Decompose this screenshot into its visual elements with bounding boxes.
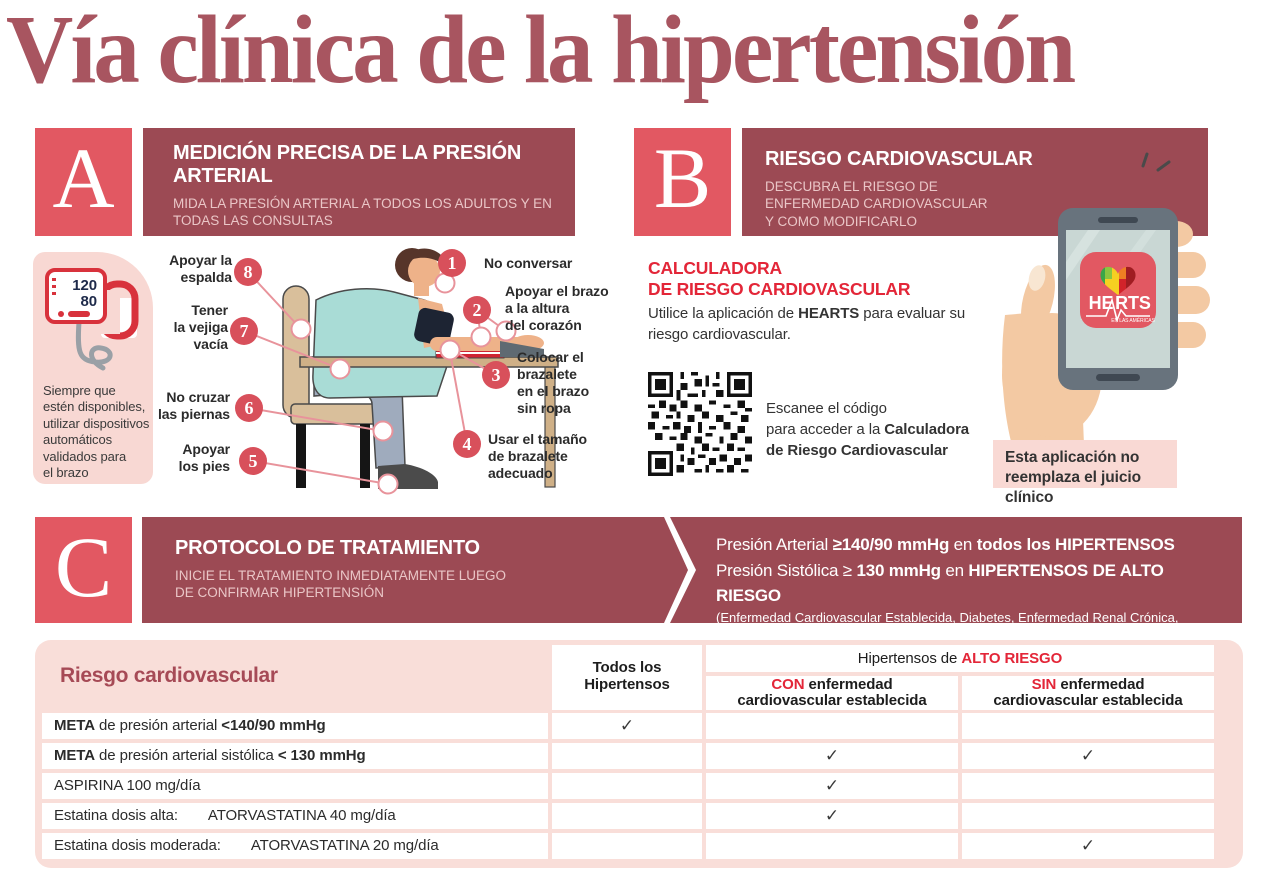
- check-cell: ✓: [706, 773, 958, 799]
- section-b-header: RIESGO CARDIOVASCULAR DESCUBRA EL RIESGO…: [742, 128, 1208, 236]
- calculator-title: CALCULADORA DE RIESGO CARDIOVASCULAR: [648, 258, 911, 300]
- section-a-subheading: MIDA LA PRESIÓN ARTERIAL A TODOS LOS ADU…: [173, 195, 552, 229]
- section-b-subheading: DESCUBRA EL RIESGO DE ENFERMEDAD CARDIOV…: [765, 178, 988, 229]
- section-c-header: PROTOCOLO DE TRATAMIENTO INICIE EL TRATA…: [142, 517, 688, 623]
- callout-label-3: Colocar el brazalete en el brazo sin rop…: [517, 349, 590, 417]
- check-cell: [552, 833, 702, 859]
- hearts-paragraph: Utilice la aplicación de HEARTS para eva…: [648, 305, 966, 343]
- table-row-label: Estatina dosis moderada: ATORVASTATINA 20…: [42, 833, 548, 859]
- column-header-all: Todos los Hipertensos: [552, 645, 702, 710]
- section-b-heading: RIESGO CARDIOVASCULAR: [765, 148, 1033, 170]
- check-cell: [552, 743, 702, 769]
- check-icon: ✓: [1080, 836, 1096, 855]
- check-cell: ✓: [706, 803, 958, 829]
- column-header-sin: SIN enfermedad cardiovascular establecida: [962, 676, 1214, 710]
- check-cell: ✓: [962, 743, 1214, 769]
- svg-text:RTS: RTS: [1115, 293, 1151, 313]
- section-c-letter: C: [54, 519, 113, 615]
- hearts-app-icon: HE RTS EN LAS AMÉRICAS: [1080, 252, 1156, 328]
- callout-label-5: Apoyar los pies: [178, 441, 230, 475]
- section-c-subheading: INICIE EL TRATAMIENTO INMEDIATAMENTE LUE…: [175, 567, 507, 601]
- svg-text:EN LAS AMÉRICAS: EN LAS AMÉRICAS: [1111, 317, 1155, 324]
- svg-text:7: 7: [240, 321, 249, 341]
- check-icon: ✓: [1080, 746, 1096, 765]
- phone-illustration: HE RTS EN LAS AMÉRICAS: [1002, 152, 1210, 470]
- bp-table: Riesgo cardiovascular Todos los Hiperten…: [35, 640, 1243, 868]
- check-icon: ✓: [619, 716, 635, 735]
- svg-text:6: 6: [245, 398, 254, 418]
- svg-text:5: 5: [249, 451, 258, 471]
- column-header-con: CON enfermedad cardiovascular establecida: [706, 676, 958, 710]
- section-b-badge: B: [634, 128, 731, 236]
- bp-device-panel: 120 80 Siempre que estén disponibles, ut…: [33, 252, 153, 484]
- table-row-label: ASPIRINA 100 mg/día: [42, 773, 548, 799]
- qr-code: [648, 372, 752, 476]
- check-cell: [962, 713, 1214, 739]
- check-cell: [962, 773, 1214, 799]
- check-cell: ✓: [962, 833, 1214, 859]
- protocol-line-3: (Enfermedad Cardiovascular Establecida, …: [716, 609, 1179, 625]
- svg-text:HE: HE: [1089, 293, 1114, 313]
- check-cell: [962, 803, 1214, 829]
- svg-text:80: 80: [81, 293, 98, 310]
- check-cell: [552, 773, 702, 799]
- section-b-letter: B: [653, 130, 712, 226]
- section-a-header: MEDICIÓN PRECISA DE LA PRESIÓN ARTERIAL …: [143, 128, 575, 236]
- svg-text:4: 4: [463, 434, 472, 454]
- svg-text:3: 3: [492, 365, 501, 385]
- check-cell: [552, 803, 702, 829]
- callout-label-2: Apoyar el brazo a la altura del corazón: [505, 283, 609, 334]
- app-note: Esta aplicación no reemplaza el juicio c…: [993, 440, 1177, 506]
- table-title: Riesgo cardiovascular: [60, 664, 278, 687]
- check-cell: [706, 833, 958, 859]
- section-a-badge: A: [35, 128, 132, 236]
- svg-text:120: 120: [72, 277, 97, 294]
- check-cell: ✓: [552, 713, 702, 739]
- table-row-label: META de presión arterial <140/90 mmHg: [42, 713, 548, 739]
- section-c-badge: C: [35, 517, 132, 623]
- check-icon: ✓: [824, 776, 840, 795]
- svg-text:2: 2: [473, 300, 482, 320]
- section-a-letter: A: [52, 130, 115, 226]
- check-icon: ✓: [824, 806, 840, 825]
- bp-device-icon: 120 80: [45, 268, 139, 371]
- table-row-label: Estatina dosis alta: ATORVASTATINA 40 mg/…: [42, 803, 548, 829]
- table-row-label: META de presión arterial sistólica < 130…: [42, 743, 548, 769]
- protocol-line-2: Presión Sistólica ≥ 130 mmHg en HIPERTEN…: [716, 560, 1164, 606]
- callout-label-7: Tener la vejiga vacía: [173, 302, 228, 353]
- callout-label-1: No conversar: [484, 255, 573, 271]
- callout-label-6: No cruzar las piernas: [157, 389, 230, 423]
- protocol-box: Presión Arterial ≥140/90 mmHg en todos l…: [670, 517, 1242, 623]
- check-cell: ✓: [706, 743, 958, 769]
- svg-text:1: 1: [448, 253, 457, 273]
- check-cell: [706, 713, 958, 739]
- svg-text:8: 8: [244, 262, 253, 282]
- callout-label-8: Apoyar la espalda: [169, 252, 232, 286]
- qr-caption: Escanee el código para acceder a la Calc…: [766, 400, 970, 459]
- protocol-line-1: Presión Arterial ≥140/90 mmHg en todos l…: [716, 535, 1175, 554]
- patient-illustration: 8 7 6 5 1 2 3 4: [230, 248, 559, 495]
- column-group-high-risk: Hipertensos de ALTO RIESGO: [706, 645, 1214, 672]
- sparkle-icon: [1141, 152, 1171, 172]
- check-icon: ✓: [824, 746, 840, 765]
- bp-device-note: Siempre que estén disponibles, utilizar …: [43, 383, 150, 480]
- section-c-heading: PROTOCOLO DE TRATAMIENTO: [175, 537, 480, 559]
- page-title: Vía clínica de la hipertensión: [6, 0, 1076, 103]
- number-badges: 8 7 6 5 1 2 3 4: [230, 249, 510, 475]
- section-a-heading: MEDICIÓN PRECISA DE LA PRESIÓN ARTERIAL: [173, 142, 522, 187]
- callout-label-4: Usar el tamaño de brazalete adecuado: [488, 431, 587, 482]
